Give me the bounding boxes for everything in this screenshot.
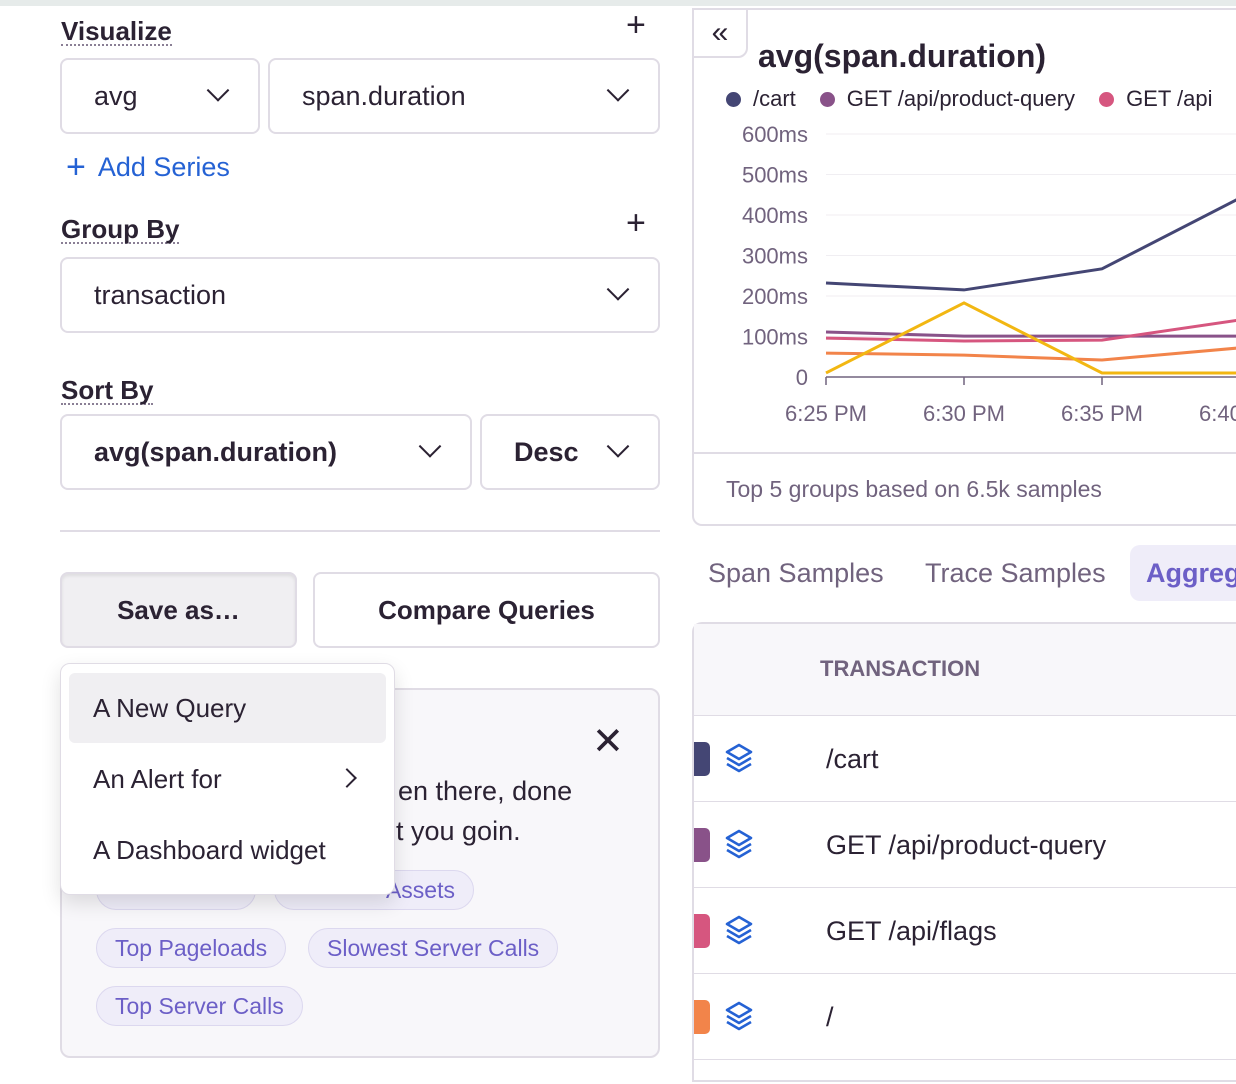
save-as-button[interactable]: Save as… <box>60 572 297 648</box>
menu-item-dashboard-widget[interactable]: A Dashboard widget <box>69 815 386 885</box>
sort-order-value: Desc <box>514 436 579 467</box>
legend-item[interactable]: GET /api <box>1099 86 1212 112</box>
group-by-select[interactable]: transaction <box>60 257 660 333</box>
x-tick-label: 6:30 PM <box>923 401 1005 426</box>
plus-icon: + <box>66 148 86 186</box>
series-line-3 <box>825 346 1236 362</box>
series-color-bar <box>694 828 710 862</box>
field-select[interactable]: span.duration <box>268 58 660 134</box>
aggregate-value: avg <box>94 80 138 111</box>
y-tick-label: 500ms <box>742 163 808 188</box>
divider <box>694 452 1236 454</box>
legend-dot <box>726 91 741 107</box>
legend-label: GET /api/product-query <box>846 86 1076 111</box>
card-text-line-2: t you goin. <box>396 816 521 846</box>
card-text-line-1: en there, done <box>398 776 573 806</box>
table-row[interactable]: GET /api/flags <box>694 888 1236 974</box>
series-color-bar <box>694 742 710 776</box>
tab-span-samples[interactable]: Span Samples <box>708 557 884 588</box>
chevron-down-icon <box>606 435 630 458</box>
save-as-label: Save as… <box>117 594 240 625</box>
add-visualize-plus-icon[interactable]: + <box>626 6 646 44</box>
legend-label: /cart <box>753 86 796 111</box>
sort-by-label: Sort By <box>61 375 154 405</box>
transaction-name[interactable]: GET /api/flags <box>826 916 997 946</box>
stack-icon[interactable] <box>724 742 754 776</box>
add-series-label: Add Series <box>97 152 230 182</box>
chevron-down-icon <box>606 79 630 102</box>
top-border <box>0 0 1236 6</box>
legend-item[interactable]: GET /api/product-query <box>819 86 1076 112</box>
x-tick-label: 6:25 PM <box>785 401 867 426</box>
series-line-4 <box>825 301 1236 375</box>
stack-icon[interactable] <box>724 1000 754 1034</box>
suggestion-chip-slowest-server-calls[interactable]: Slowest Server Calls <box>308 928 559 968</box>
chart-legend: /cart GET /api/product-query GET /api <box>726 86 1212 112</box>
chart-footer: Top 5 groups based on 6.5k samples <box>726 476 1102 502</box>
series-line-1 <box>825 330 1236 338</box>
chart-panel <box>692 8 1236 526</box>
menu-item-new-query[interactable]: A New Query <box>69 673 386 743</box>
y-tick-label: 100ms <box>742 325 808 350</box>
compare-queries-button[interactable]: Compare Queries <box>313 572 660 648</box>
column-header-transaction[interactable]: TRANSACTION <box>820 656 981 681</box>
sort-field-value: avg(span.duration) <box>94 436 338 467</box>
transaction-name[interactable]: GET /api/product-query <box>826 830 1107 860</box>
table-row[interactable]: / <box>694 974 1236 1060</box>
aggregate-select[interactable]: avg <box>60 58 260 134</box>
transaction-name[interactable]: /cart <box>826 744 879 774</box>
collapse-sidebar-button[interactable]: « <box>692 8 748 58</box>
x-tick-label: 6:35 PM <box>1061 401 1143 426</box>
suggestion-chip-top-server-calls[interactable]: Top Server Calls <box>96 986 303 1026</box>
add-group-by-plus-icon[interactable]: + <box>626 204 646 242</box>
divider <box>60 530 660 532</box>
chevron-right-icon <box>337 768 357 788</box>
y-tick-label: 0 <box>796 365 808 390</box>
table-header: TRANSACTION <box>694 624 1236 716</box>
group-by-value: transaction <box>94 279 227 310</box>
menu-item-label: An Alert for <box>93 763 222 794</box>
stack-icon[interactable] <box>724 914 754 948</box>
add-series-button[interactable]: + Add Series <box>66 148 230 187</box>
menu-item-label: A New Query <box>93 692 247 723</box>
legend-item[interactable]: /cart <box>726 86 796 112</box>
series-line-0 <box>825 198 1236 292</box>
legend-dot <box>1099 91 1115 107</box>
save-as-menu: A New Query An Alert for A Dashboard wid… <box>60 663 395 895</box>
double-chevron-left-icon: « <box>711 16 729 49</box>
y-tick-label: 400ms <box>742 203 808 228</box>
tab-trace-samples[interactable]: Trace Samples <box>925 557 1106 588</box>
compare-queries-label: Compare Queries <box>378 594 595 625</box>
series-color-bar <box>694 1000 710 1034</box>
chevron-down-icon <box>606 278 630 301</box>
chevron-down-icon <box>418 435 442 458</box>
chart-title: avg(span.duration) <box>758 38 1047 74</box>
y-tick-label: 200ms <box>742 284 808 309</box>
visualize-label: Visualize <box>61 16 172 46</box>
group-by-label: Group By <box>61 214 180 244</box>
aggregates-table <box>692 622 1236 1082</box>
stack-icon[interactable] <box>724 828 754 862</box>
chevron-down-icon <box>206 79 230 102</box>
transaction-name[interactable]: / <box>826 1002 834 1032</box>
tab-aggregates[interactable]: Aggreg <box>1130 545 1236 601</box>
table-row[interactable]: GET /api/product-query <box>694 802 1236 888</box>
menu-item-alert[interactable]: An Alert for <box>69 744 386 814</box>
line-chart: 0 100ms 200ms 300ms 400ms 500ms 600ms 6:25 PM 6:… <box>742 122 1236 426</box>
sort-order-select[interactable]: Desc <box>480 414 660 490</box>
series-color-bar <box>694 914 710 948</box>
x-tick-label: 6:40 PM <box>1199 401 1236 426</box>
field-value: span.duration <box>302 80 466 111</box>
menu-item-label: A Dashboard widget <box>93 834 326 865</box>
sort-field-select[interactable]: avg(span.duration) <box>60 414 472 490</box>
y-tick-label: 300ms <box>742 244 808 269</box>
suggestion-chip-top-pageloads[interactable]: Top Pageloads <box>96 928 287 968</box>
table-row[interactable]: /cart <box>694 716 1236 802</box>
y-tick-label: 600ms <box>742 122 808 147</box>
legend-dot <box>819 91 835 107</box>
legend-label: GET /api <box>1126 86 1213 111</box>
close-icon[interactable]: ✕ <box>592 721 624 763</box>
